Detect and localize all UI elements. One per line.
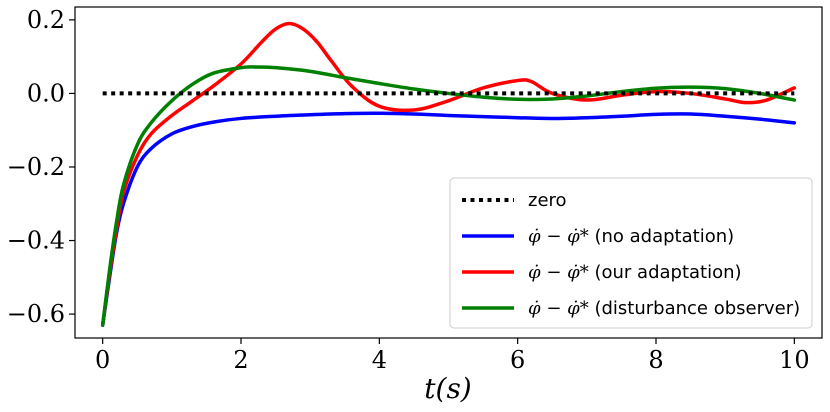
legend-label-text: (disturbance observer) (594, 298, 800, 319)
y-tick-label: −0.2 (7, 153, 65, 181)
x-tick-label: 0 (95, 346, 110, 374)
plot-area-frame (74, 6, 823, 339)
legend-label-math: φ̇ − φ̇* (528, 226, 594, 247)
y-tick-label: 0.2 (27, 6, 65, 34)
x-tick-label: 4 (372, 346, 387, 374)
series-line-no-adaptation (100, 111, 797, 327)
y-tick-label: −0.6 (7, 300, 65, 328)
legend-label-text: zero (528, 190, 567, 211)
x-axis: 0 2 4 6 8 10 (95, 338, 810, 374)
legend-label-text: (our adaptation) (594, 262, 741, 283)
series-line-our-adaptation (100, 21, 797, 327)
legend-label: φ̇ − φ̇* (our adaptation) (528, 262, 742, 283)
series-layer (100, 21, 797, 327)
series-line-disturbance-observer (100, 65, 797, 327)
legend-label: zero (528, 190, 567, 211)
y-axis: 0.2 0.0 −0.2 −0.4 −0.6 (7, 6, 75, 328)
y-tick-label: −0.4 (7, 227, 65, 255)
x-tick-label: 10 (779, 346, 810, 374)
y-tick-label: 0.0 (27, 79, 65, 107)
legend-label: φ̇ − φ̇* (disturbance observer) (528, 298, 800, 319)
legend-label-text: (no adaptation) (594, 226, 734, 247)
legend-box (449, 177, 813, 329)
x-axis-title: t(s) (424, 372, 471, 405)
legend-label: φ̇ − φ̇* (no adaptation) (528, 226, 734, 247)
x-tick-label: 2 (233, 346, 248, 374)
x-tick-label: 8 (648, 346, 663, 374)
x-tick-label: 6 (510, 346, 525, 374)
legend-label-math: φ̇ − φ̇* (528, 262, 594, 283)
legend-label-math: φ̇ − φ̇* (528, 298, 594, 319)
